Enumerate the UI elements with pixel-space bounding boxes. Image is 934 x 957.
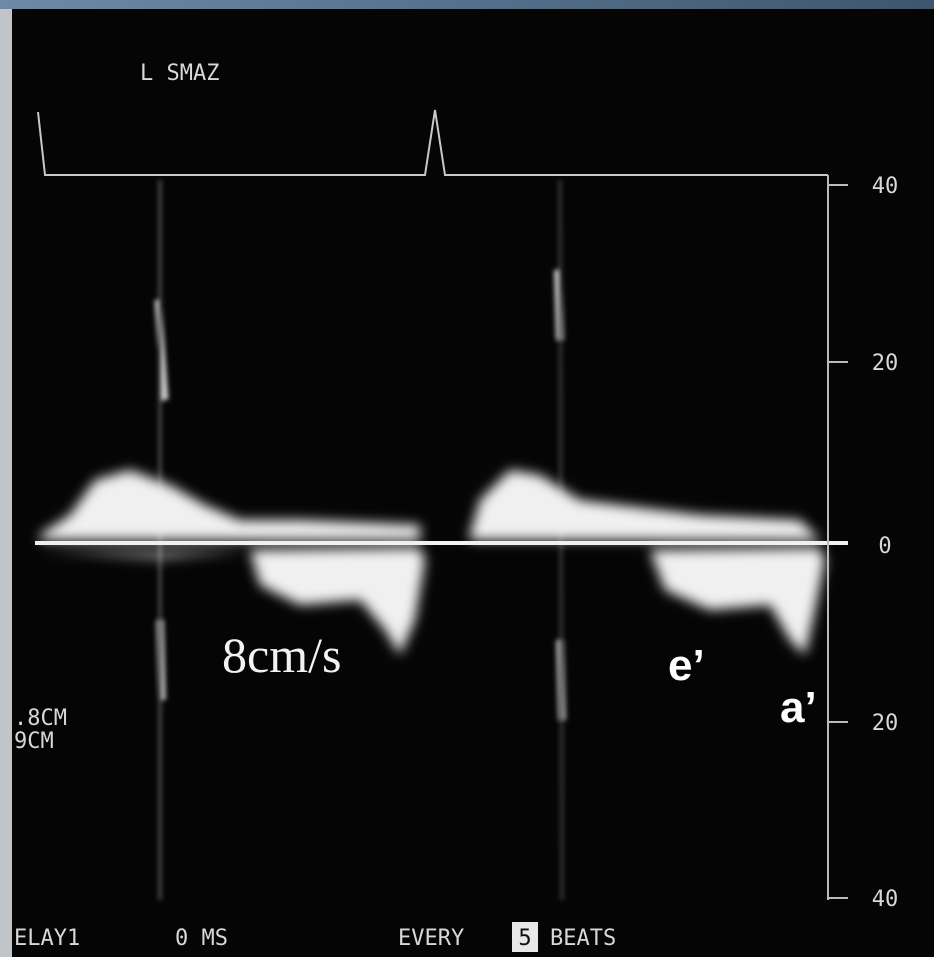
scale-label: 40 xyxy=(872,887,899,912)
header-label: L SMAZ xyxy=(140,61,219,86)
footer-delay: ELAY1 xyxy=(14,926,80,951)
side-label: 9CM xyxy=(14,729,54,754)
scale-label: 40 xyxy=(872,174,899,199)
footer-every: EVERY xyxy=(398,926,464,951)
velocity-label: 8cm/s xyxy=(222,627,341,683)
scale-ticks xyxy=(828,184,848,899)
scale-label: 0 xyxy=(878,534,891,559)
e-wave-label: e’ xyxy=(668,641,705,690)
scale-label: 20 xyxy=(872,711,899,736)
left-border xyxy=(0,9,12,957)
count-box xyxy=(512,922,538,952)
a-wave-label: a’ xyxy=(780,683,817,732)
ecg-trace xyxy=(37,109,828,176)
scale-label: 20 xyxy=(872,351,899,376)
footer-ms: 0 MS xyxy=(175,926,228,951)
top-band xyxy=(0,0,934,9)
footer-count: 5 xyxy=(518,926,531,951)
side-label: .8CM xyxy=(14,706,67,731)
footer-beats: BEATS xyxy=(550,926,616,951)
doppler-signal xyxy=(40,470,825,655)
